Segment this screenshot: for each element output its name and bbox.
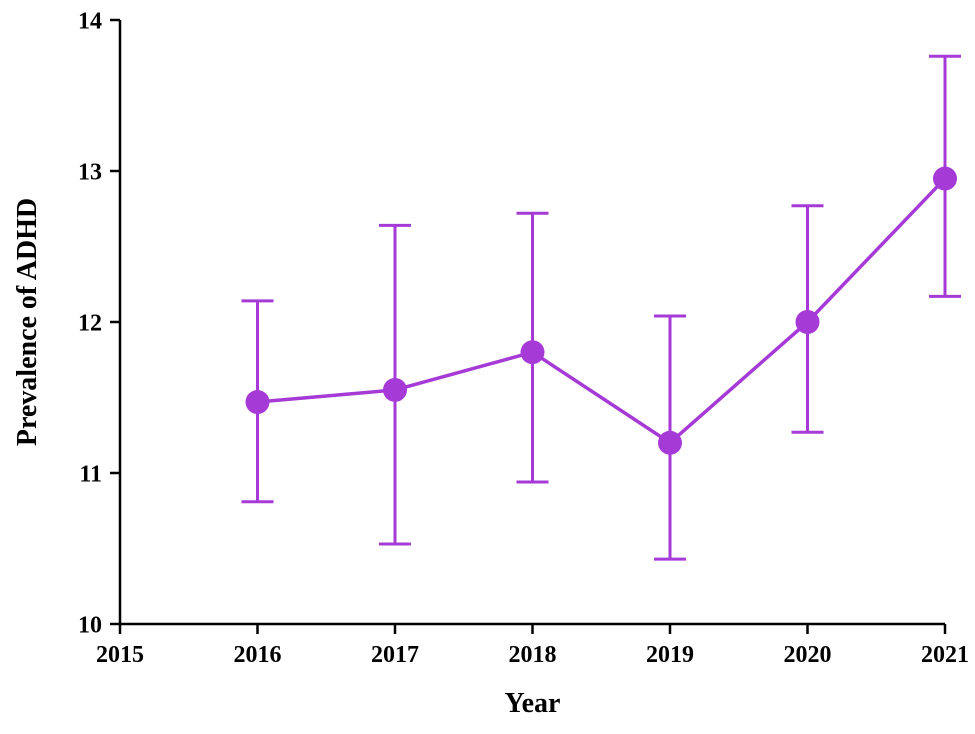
x-tick-label: 2021 [921, 642, 969, 668]
data-point [521, 340, 545, 364]
x-tick-label: 2018 [509, 642, 557, 668]
x-tick-label: 2017 [371, 642, 419, 668]
x-tick-label: 2019 [646, 642, 694, 668]
data-point [246, 390, 270, 414]
data-point [658, 431, 682, 455]
x-tick-label: 2020 [784, 642, 832, 668]
data-point [933, 167, 957, 191]
y-tick-label: 13 [78, 159, 102, 185]
data-point [383, 378, 407, 402]
y-axis-label: Prevalence of ADHD [12, 198, 43, 446]
y-tick-label: 14 [78, 8, 102, 34]
chart-svg: 2015 2016 2017 2018 2019 2020 2021 10 11 12 13 14 Ye… [0, 0, 975, 734]
y-tick-label: 12 [78, 310, 102, 336]
x-tick-label: 2016 [234, 642, 282, 668]
x-tick-label: 2015 [96, 642, 144, 668]
x-axis-label: Year [505, 688, 561, 719]
chart-container: 2015 2016 2017 2018 2019 2020 2021 10 11 12 13 14 Ye… [0, 0, 975, 734]
y-tick-label: 11 [79, 461, 102, 487]
data-point [796, 310, 820, 334]
y-tick-label: 10 [78, 612, 102, 638]
